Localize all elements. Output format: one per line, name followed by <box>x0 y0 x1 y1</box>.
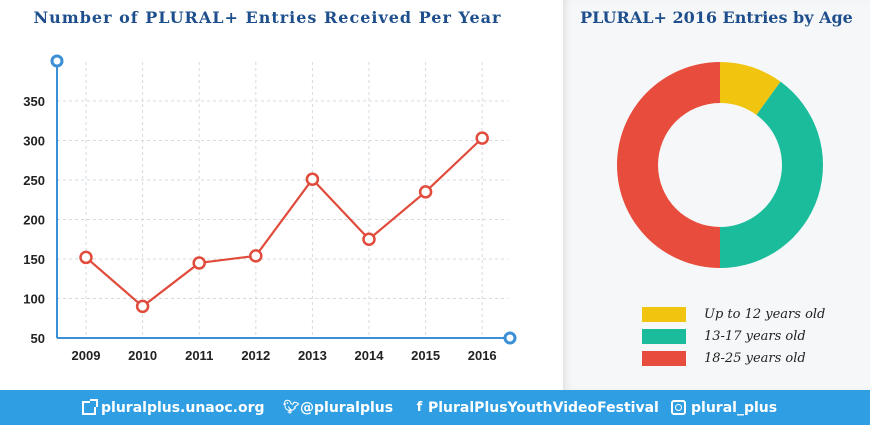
donut-chart-title: PLURAL+ 2016 Entries by Age <box>580 8 853 27</box>
x-tick-label: 2016 <box>468 348 497 363</box>
facebook-text: PluralPlusYouthVideoFestival <box>428 399 659 416</box>
data-point <box>79 250 93 265</box>
twitter-link[interactable]: 🐦︎ @pluralplus <box>283 390 393 425</box>
external-link-icon <box>82 398 98 415</box>
data-point <box>135 299 150 314</box>
data-point <box>192 256 206 270</box>
twitter-icon: 🐦︎ <box>283 400 300 415</box>
data-point <box>305 172 320 186</box>
y-tick-label: 50 <box>31 331 45 346</box>
facebook-icon: f <box>416 400 423 415</box>
y-tick-label: 100 <box>23 292 45 307</box>
data-point <box>475 131 489 145</box>
line-chart-title: Number of PLURAL+ Entries Received Per Y… <box>33 8 502 27</box>
legend-label: Up to 12 years old <box>704 306 826 322</box>
legend-swatch-red <box>642 350 686 366</box>
legend-label: 18-25 years old <box>704 350 806 366</box>
x-tick-label: 2009 <box>72 348 101 363</box>
line-chart-panel <box>0 0 563 390</box>
website-link[interactable]: pluralplus.unaoc.org <box>82 390 265 425</box>
legend-swatch-yellow <box>642 306 686 322</box>
twitter-text: @pluralplus <box>300 399 394 416</box>
y-tick-label: 250 <box>23 173 45 188</box>
website-text: pluralplus.unaoc.org <box>101 399 265 416</box>
x-tick-label: 2014 <box>355 348 385 363</box>
y-axis-end-marker <box>50 54 64 68</box>
line-chart: 50 100 150 200 250 300 350 2009 2010 2011 2012 2013… <box>23 54 517 363</box>
data-point <box>362 232 376 246</box>
data-point <box>418 185 433 199</box>
y-tick-label: 150 <box>23 252 45 267</box>
instagram-text: plural_plus <box>691 399 778 416</box>
instagram-icon <box>671 400 686 415</box>
donut-legend: Up to 12 years old 13-17 years old 18-25… <box>642 303 862 369</box>
legend-swatch-teal <box>642 328 686 344</box>
x-tick-label: 2011 <box>185 348 213 363</box>
data-point <box>249 249 263 263</box>
x-tick-label: 2010 <box>128 348 157 363</box>
y-tick-label: 300 <box>23 134 45 149</box>
legend-item-13-17: 13-17 years old <box>642 325 862 347</box>
facebook-link[interactable]: f PluralPlusYouthVideoFestival <box>415 390 659 425</box>
legend-item-18-25: 18-25 years old <box>642 347 862 369</box>
x-axis-end-marker <box>503 331 517 345</box>
series-line <box>85 137 483 308</box>
legend-label: 13-17 years old <box>704 328 806 344</box>
instagram-link[interactable]: plural_plus <box>671 390 777 425</box>
footer-bar: pluralplus.unaoc.org 🐦︎ @pluralplus f Pl… <box>0 390 870 425</box>
y-tick-label: 200 <box>23 213 45 228</box>
legend-item-up-to-12: Up to 12 years old <box>642 303 862 325</box>
x-tick-label: 2012 <box>241 348 270 363</box>
y-tick-label: 350 <box>23 94 45 109</box>
x-tick-label: 2015 <box>411 348 440 363</box>
x-tick-label: 2013 <box>298 348 327 363</box>
